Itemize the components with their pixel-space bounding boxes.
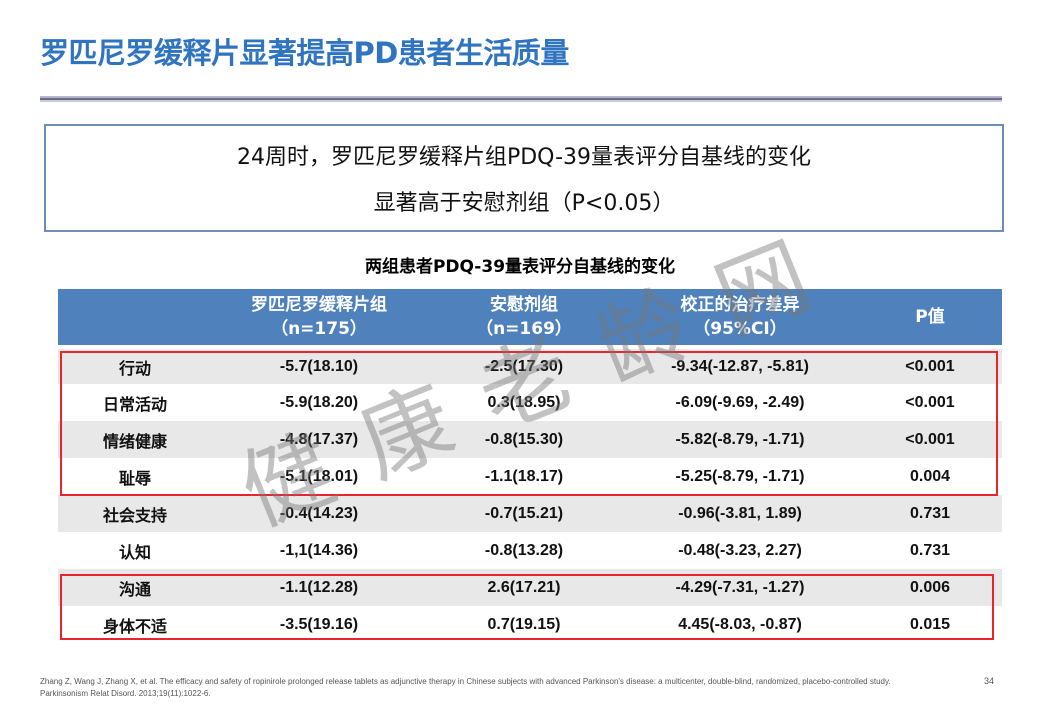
title-divider: [40, 96, 1002, 102]
slide-title: 罗匹尼罗缓释片显著提高PD患者生活质量: [40, 36, 569, 70]
cell-difference: -4.29(-7.31, -1.27): [622, 569, 858, 606]
header-placebo-n: （n=169）: [476, 319, 572, 339]
row-label: 行动: [58, 347, 212, 384]
cell-p-value: 0.731: [858, 495, 1002, 532]
header-domain: [58, 289, 212, 349]
table-row: 沟通 -1.1(12.28) 2.6(17.21) -4.29(-7.31, -…: [58, 569, 1002, 606]
cell-difference: -5.82(-8.79, -1.71): [622, 421, 858, 458]
header-treatment-difference-name: 校正的治疗差异: [680, 295, 800, 315]
table-row: 行动 -5.7(18.10) -2.5(17.30) -9.34(-12.87,…: [58, 347, 1002, 384]
header-ropinirole-name: 罗匹尼罗缓释片组: [251, 295, 387, 315]
row-label: 耻辱: [58, 458, 212, 495]
row-label: 沟通: [58, 569, 212, 606]
header-ropinirole: 罗匹尼罗缓释片组 （n=175）: [212, 289, 426, 349]
pdq39-table: 罗匹尼罗缓释片组 （n=175） 安慰剂组 （n=169） 校正的治疗差异 （9…: [58, 289, 1002, 643]
cell-placebo: -1.1(18.17): [426, 458, 622, 495]
cell-placebo: -2.5(17.30): [426, 347, 622, 384]
key-finding-callout: 24周时，罗匹尼罗缓释片组PDQ-39量表评分自基线的变化 显著高于安慰剂组（P…: [44, 124, 1004, 232]
cell-placebo: 2.6(17.21): [426, 569, 622, 606]
table-row: 耻辱 -5.1(18.01) -1.1(18.17) -5.25(-8.79, …: [58, 458, 1002, 495]
row-label: 情绪健康: [58, 421, 212, 458]
table-row: 身体不适 -3.5(19.16) 0.7(19.15) 4.45(-8.03, …: [58, 606, 1002, 643]
cell-p-value: 0.731: [858, 532, 1002, 569]
cell-difference: 4.45(-8.03, -0.87): [622, 606, 858, 643]
table-row: 情绪健康 -4.8(17.37) -0.8(15.30) -5.82(-8.79…: [58, 421, 1002, 458]
cell-ropinirole: -3.5(19.16): [212, 606, 426, 643]
table-row: 社会支持 -0.4(14.23) -0.7(15.21) -0.96(-3.81…: [58, 495, 1002, 532]
cell-placebo: 0.3(18.95): [426, 384, 622, 421]
header-treatment-difference: 校正的治疗差异 （95%CI）: [622, 289, 858, 349]
header-treatment-difference-ci: （95%CI）: [693, 319, 787, 339]
row-label: 认知: [58, 532, 212, 569]
table-header-row: 罗匹尼罗缓释片组 （n=175） 安慰剂组 （n=169） 校正的治疗差异 （9…: [58, 289, 1002, 349]
cell-p-value: <0.001: [858, 347, 1002, 384]
cell-p-value: <0.001: [858, 421, 1002, 458]
cell-difference: -0.48(-3.23, 2.27): [622, 532, 858, 569]
cell-ropinirole: -5.7(18.10): [212, 347, 426, 384]
cell-p-value: <0.001: [858, 384, 1002, 421]
table-row: 认知 -1,1(14.36) -0.8(13.28) -0.48(-3.23, …: [58, 532, 1002, 569]
cell-difference: -6.09(-9.69, -2.49): [622, 384, 858, 421]
cell-placebo: 0.7(19.15): [426, 606, 622, 643]
footer-reference: Zhang Z, Wang J, Zhang X, et al. The eff…: [40, 677, 891, 698]
cell-ropinirole: -5.9(18.20): [212, 384, 426, 421]
cell-difference: -9.34(-12.87, -5.81): [622, 347, 858, 384]
cell-ropinirole: -1,1(14.36): [212, 532, 426, 569]
row-label: 社会支持: [58, 495, 212, 532]
cell-difference: -0.96(-3.81, 1.89): [622, 495, 858, 532]
cell-ropinirole: -5.1(18.01): [212, 458, 426, 495]
callout-line-1: 24周时，罗匹尼罗缓释片组PDQ-39量表评分自基线的变化: [236, 145, 812, 170]
table-row: 日常活动 -5.9(18.20) 0.3(18.95) -6.09(-9.69,…: [58, 384, 1002, 421]
row-label: 日常活动: [58, 384, 212, 421]
table-title: 两组患者PDQ-39量表评分自基线的变化: [364, 257, 676, 277]
cell-placebo: -0.8(15.30): [426, 421, 622, 458]
cell-placebo: -0.7(15.21): [426, 495, 622, 532]
cell-p-value: 0.006: [858, 569, 1002, 606]
cell-placebo: -0.8(13.28): [426, 532, 622, 569]
cell-difference: -5.25(-8.79, -1.71): [622, 458, 858, 495]
header-placebo-name: 安慰剂组: [490, 295, 558, 315]
header-ropinirole-n: （n=175）: [271, 319, 367, 339]
header-p-value: P值: [858, 289, 1002, 349]
page-number: 34: [984, 676, 995, 686]
cell-p-value: 0.015: [858, 606, 1002, 643]
row-label: 身体不适: [58, 606, 212, 643]
cell-p-value: 0.004: [858, 458, 1002, 495]
cell-ropinirole: -1.1(12.28): [212, 569, 426, 606]
cell-ropinirole: -0.4(14.23): [212, 495, 426, 532]
cell-ropinirole: -4.8(17.37): [212, 421, 426, 458]
callout-line-2: 显著高于安慰剂组（P<0.05）: [373, 191, 675, 216]
header-placebo: 安慰剂组 （n=169）: [426, 289, 622, 349]
